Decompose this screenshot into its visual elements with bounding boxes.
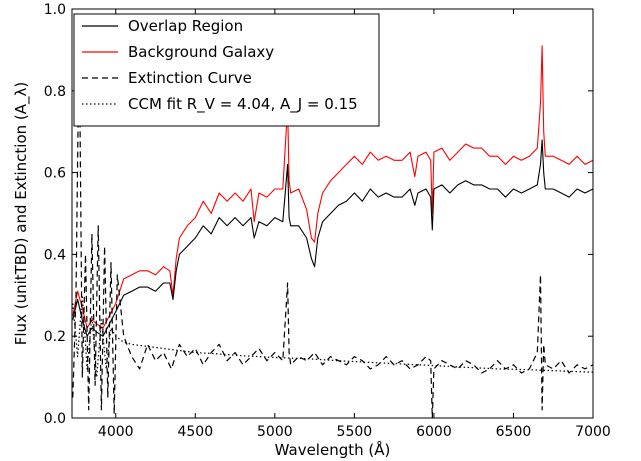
y-tick-label: 0.4: [44, 247, 66, 263]
x-tick-label: 5500: [337, 424, 373, 440]
y-tick-label: 0.2: [44, 329, 66, 345]
series-line-1: [72, 45, 594, 329]
plot-area-frame: [71, 8, 594, 419]
legend-box: [73, 13, 380, 127]
x-tick-label: 6000: [416, 424, 452, 440]
y-tick-label: 0.6: [44, 166, 66, 182]
y-tick-label: 1.0: [44, 2, 66, 18]
x-tick-label: 7000: [575, 424, 611, 440]
series-line-3: [72, 28, 594, 419]
y-tick-label: 0.8: [44, 84, 66, 100]
x-tick-label: 6500: [496, 424, 532, 440]
x-tick-label: 4500: [177, 424, 213, 440]
legend-label-3: Extinction Curve: [128, 69, 252, 87]
series-line-2: [72, 139, 594, 337]
y-tick-label: 0.0: [44, 411, 66, 427]
y-axis-label: Flux (unitTBD) and Extinction (A_λ): [12, 82, 31, 345]
series-line-4: [72, 294, 594, 378]
x-axis-ticks: 4000 4500 5000 5500 6000 6500 7000: [98, 9, 611, 440]
x-tick-label: 4000: [98, 424, 134, 440]
legend-label-2: Background Galaxy: [128, 43, 274, 61]
x-axis-label: Wavelength (Å): [275, 440, 391, 459]
x-tick-label: 5000: [257, 424, 293, 440]
legend-label-1: Overlap Region: [128, 17, 243, 35]
series-layer: [72, 28, 594, 419]
legend: Overlap Region Background Galaxy Extinctio…: [73, 13, 380, 127]
legend-label-4: CCM fit R_V = 4.04, A_J = 0.15: [128, 95, 358, 114]
y-axis-ticks: 0.0 0.2 0.4 0.6 0.8 1.0: [44, 2, 593, 427]
